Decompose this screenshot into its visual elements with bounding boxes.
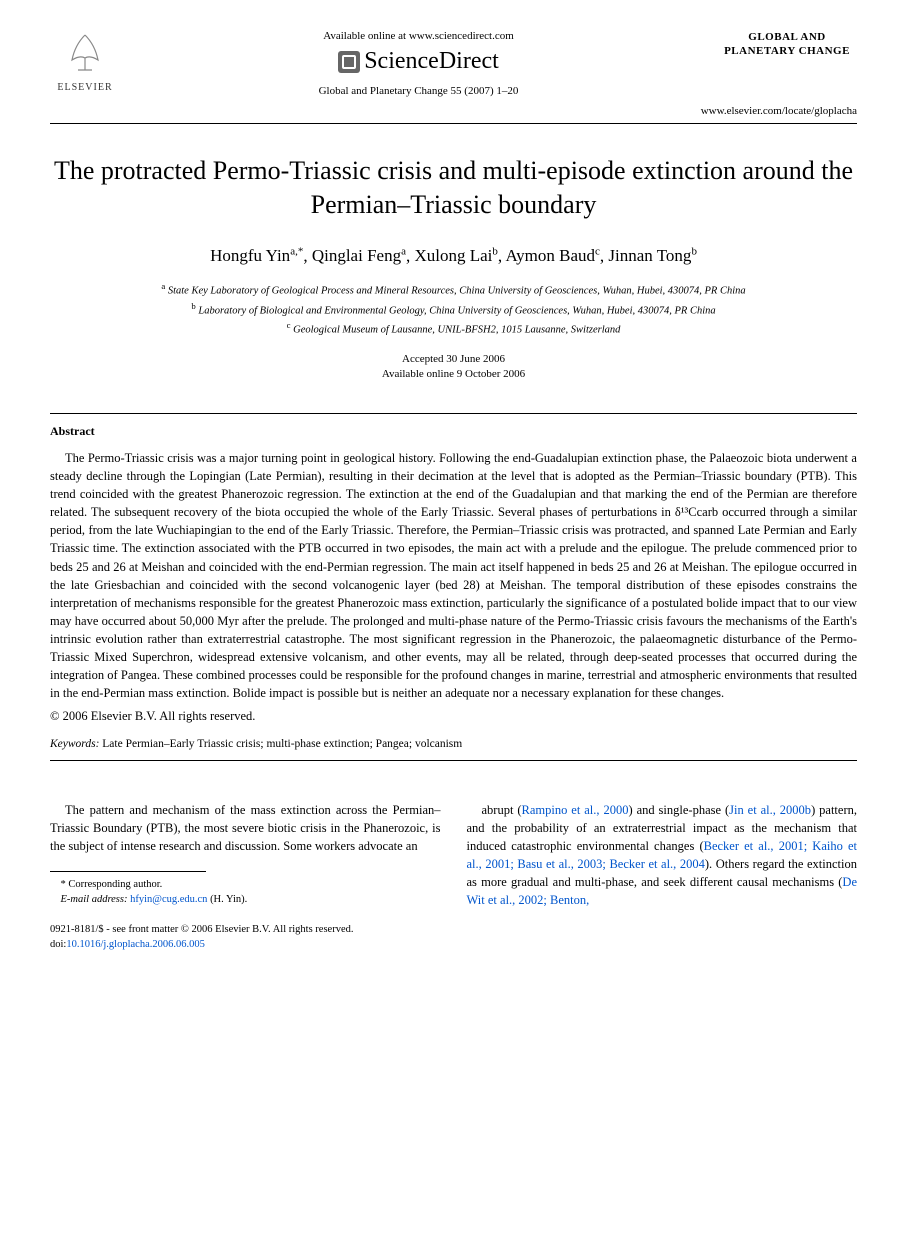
- footnote-divider: [50, 871, 206, 872]
- keywords: Keywords: Late Permian–Early Triassic cr…: [50, 738, 857, 750]
- author-email-link[interactable]: hfyin@cug.edu.cn: [130, 894, 207, 905]
- journal-url[interactable]: www.elsevier.com/locate/gloplacha: [50, 105, 857, 117]
- keywords-label: Keywords:: [50, 738, 99, 750]
- body-columns: The pattern and mechanism of the mass ex…: [50, 801, 857, 953]
- page-header: ELSEVIER Available online at www.science…: [50, 30, 857, 97]
- body-paragraph: The pattern and mechanism of the mass ex…: [50, 801, 441, 855]
- email-suffix: (H. Yin).: [207, 894, 247, 905]
- sciencedirect-icon: [338, 51, 360, 73]
- front-matter-line: 0921-8181/$ - see front matter © 2006 El…: [50, 923, 441, 938]
- doi-line: doi:10.1016/j.gloplacha.2006.06.005: [50, 938, 441, 953]
- email-label: E-mail address:: [61, 894, 128, 905]
- abstract-body: The Permo-Triassic crisis was a major tu…: [50, 449, 857, 703]
- author: Jinnan Tongb: [608, 246, 697, 265]
- affiliation-a: a State Key Laboratory of Geological Pro…: [50, 280, 857, 299]
- body-column-left: The pattern and mechanism of the mass ex…: [50, 801, 441, 953]
- affiliations: a State Key Laboratory of Geological Pro…: [50, 280, 857, 338]
- article-dates: Accepted 30 June 2006 Available online 9…: [50, 352, 857, 383]
- journal-title-block: GLOBAL AND PLANETARY CHANGE: [717, 30, 857, 59]
- journal-title: GLOBAL AND PLANETARY CHANGE: [717, 30, 857, 59]
- author: Xulong Laib: [414, 246, 497, 265]
- email-footnote: E-mail address: hfyin@cug.edu.cn (H. Yin…: [50, 893, 441, 908]
- author: Hongfu Yina,*: [210, 246, 303, 265]
- center-header: Available online at www.sciencedirect.co…: [120, 30, 717, 97]
- keywords-text: Late Permian–Early Triassic crisis; mult…: [99, 738, 462, 750]
- body-column-right: abrupt (Rampino et al., 2000) and single…: [467, 801, 858, 953]
- affiliation-b: b Laboratory of Biological and Environme…: [50, 300, 857, 319]
- accepted-date: Accepted 30 June 2006: [50, 352, 857, 367]
- sciencedirect-logo: ScienceDirect: [140, 48, 697, 75]
- elsevier-logo: ELSEVIER: [50, 30, 120, 93]
- body-paragraph: abrupt (Rampino et al., 2000) and single…: [467, 801, 858, 910]
- citation-link[interactable]: Jin et al., 2000b: [729, 803, 811, 817]
- abstract-top-divider: [50, 413, 857, 414]
- article-footer-meta: 0921-8181/$ - see front matter © 2006 El…: [50, 923, 441, 952]
- available-online-text: Available online at www.sciencedirect.co…: [140, 30, 697, 42]
- author-list: Hongfu Yina,*, Qinglai Fenga, Xulong Lai…: [50, 246, 857, 267]
- abstract-copyright: © 2006 Elsevier B.V. All rights reserved…: [50, 709, 857, 724]
- abstract-bottom-divider: [50, 760, 857, 761]
- doi-link[interactable]: 10.1016/j.gloplacha.2006.06.005: [66, 939, 205, 950]
- affiliation-c: c Geological Museum of Lausanne, UNIL-BF…: [50, 319, 857, 338]
- author: Aymon Baudc: [505, 246, 599, 265]
- sciencedirect-label: ScienceDirect: [364, 48, 499, 74]
- abstract-heading: Abstract: [50, 424, 857, 439]
- elsevier-label: ELSEVIER: [50, 82, 120, 93]
- journal-reference: Global and Planetary Change 55 (2007) 1–…: [140, 85, 697, 97]
- header-divider: [50, 123, 857, 124]
- elsevier-tree-icon: [50, 30, 120, 82]
- online-date: Available online 9 October 2006: [50, 367, 857, 382]
- author: Qinglai Fenga: [312, 246, 406, 265]
- citation-link[interactable]: Rampino et al., 2000: [522, 803, 629, 817]
- article-title: The protracted Permo-Triassic crisis and…: [50, 154, 857, 222]
- corresponding-author-footnote: * Corresponding author.: [50, 878, 441, 893]
